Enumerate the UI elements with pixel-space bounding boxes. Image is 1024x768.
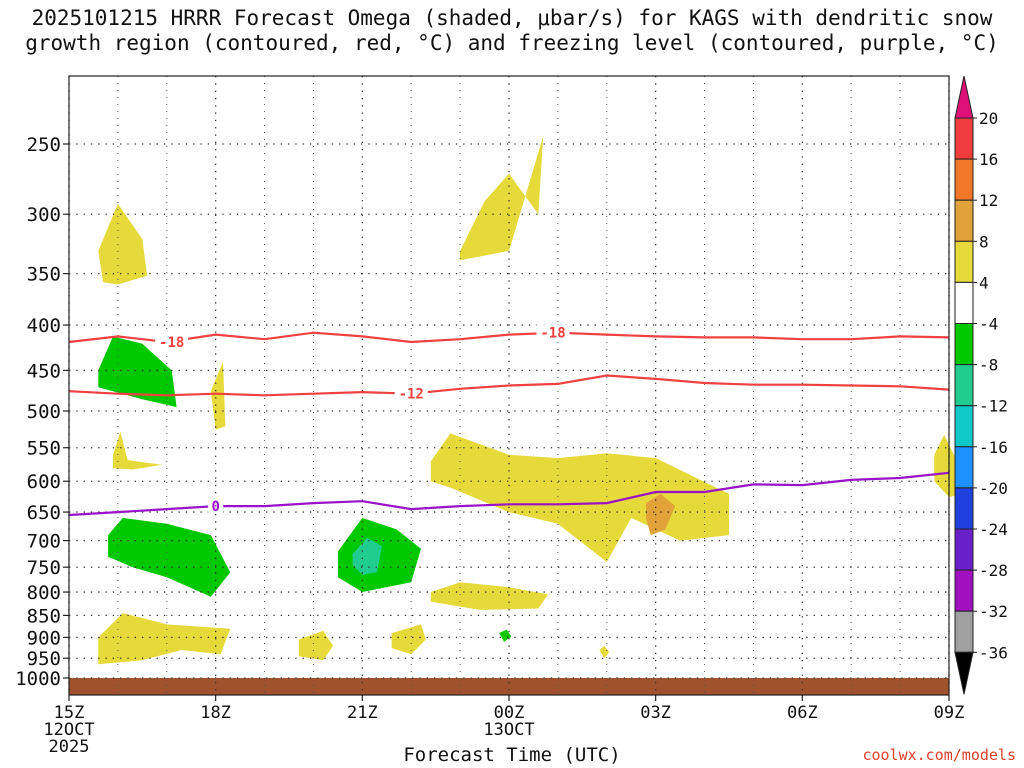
colorbar-label-11: -28 [979,561,1008,580]
region-omega-neg-1 [98,336,177,408]
region-omega-strongneg-1 [352,537,382,575]
contour-label-bg-dgz-minus12-0 [394,385,428,402]
region-omega-mod-1 [645,493,676,536]
x-tick-label-0-2: 2025 [49,737,90,757]
y-tick-label-600: 600 [27,471,61,493]
colorbar-label-10: -24 [979,520,1008,539]
contour-dgz-minus18 [68,331,950,344]
ground-strip [69,678,949,695]
y-tick-label-400: 400 [27,315,61,337]
colorbar-label-4: 4 [979,273,989,292]
credit-text: coolwx.com/models [862,746,1016,764]
region-omega-pos-8 [98,613,231,665]
colorbar-label-0: 20 [979,109,998,128]
contour-label-bg-freezing-level-0-0 [208,498,224,515]
colorbar-swatch-1 [954,158,974,201]
x-tick-label-9-1: 13OCT [483,720,534,740]
region-omega-pos-3 [210,361,226,430]
x-tick-label-18-0: 09Z [934,703,965,723]
chart-title-line-1: 2025101215 HRRR Forecast Omega (shaded, … [31,6,993,30]
colorbar-label-6: -8 [979,356,998,375]
y-tick-label-350: 350 [27,264,61,286]
y-tick-label-450: 450 [27,360,61,382]
colorbar-swatch-8 [954,446,974,489]
region-omega-neg-2 [108,517,231,597]
colorbar-label-1: 16 [979,150,998,169]
colorbar-swatch-4 [954,281,974,324]
x-tick-label-0-0: 15Z [54,703,85,723]
y-axis: 2503003504004505005506006507007508008509… [15,134,69,690]
y-tick-label-850: 850 [27,605,61,627]
contour-label-bg-dgz-minus18-1 [536,324,570,341]
contour-label-dgz-minus18-0: -18 [159,335,184,351]
contour-dgz-minus12 [68,374,950,397]
y-tick-label-700: 700 [27,531,61,553]
contour-label-dgz-minus12-0: -12 [399,387,424,403]
region-omega-pos-10 [391,624,426,655]
region-omega-pos-7 [430,582,549,610]
colorbar-swatch-3 [954,240,974,283]
contour-label-bg-dgz-minus18-0 [155,334,189,351]
region-omega-pos-9 [298,630,333,661]
colorbar-label-13: -36 [979,643,1008,662]
colorbar-bottom-arrow [954,651,974,695]
contour-label-dgz-minus18-1: -18 [540,326,565,342]
chart-title-line-2: growth region (contoured, red, °C) and f… [25,31,999,55]
colorbar-swatch-11 [954,569,974,612]
colorbar-swatch-2 [954,199,974,242]
y-tick-label-250: 250 [27,134,61,156]
region-omega-pos-1 [98,203,148,285]
colorbar-label-2: 12 [979,191,998,210]
colorbar-swatch-7 [954,405,974,448]
colorbar-label-5: -4 [979,315,998,334]
colorbar-swatch-9 [954,487,974,530]
x-tick-label-12-0: 03Z [640,703,671,723]
x-tick-label-15-0: 06Z [787,703,818,723]
x-tick-label-3-0: 18Z [200,703,231,723]
plot-frame [68,75,950,696]
x-tick-label-6-0: 21Z [347,703,378,723]
y-tick-label-750: 750 [27,557,61,579]
colorbar-top-arrow [954,75,974,119]
colorbar-swatch-10 [954,528,974,571]
region-omega-pos-4 [113,432,162,470]
y-tick-label-650: 650 [27,502,61,524]
x-tick-label-9-0: 00Z [494,703,525,723]
y-tick-label-800: 800 [27,582,61,604]
omega-shaded-regions [98,136,964,665]
region-omega-pos-2 [460,136,544,261]
colorbar-label-12: -32 [979,602,1008,621]
contour-label-freezing-level-0-0: 0 [211,499,219,515]
colorbar-swatch-5 [954,323,974,366]
colorbar-label-3: 8 [979,232,989,251]
y-tick-label-300: 300 [27,204,61,226]
x-tick-label-0-1: 12OCT [43,720,94,740]
y-tick-label-950: 950 [27,648,61,670]
colorbar-label-8: -16 [979,438,1008,457]
y-tick-label-900: 900 [27,627,61,649]
x-axis-label: Forecast Time (UTC) [403,744,621,766]
y-tick-label-550: 550 [27,438,61,460]
contour-lines: -18 -18 -12 0 [68,324,950,517]
colorbar-swatch-0 [954,117,974,160]
chart-title: 2025101215 HRRR Forecast Omega (shaded, … [0,6,1024,56]
colorbar-label-9: -20 [979,479,1008,498]
region-omega-pos-5 [430,433,729,562]
y-tick-label-500: 500 [27,401,61,423]
ground-layer [69,678,949,695]
region-omega-pos-11 [599,645,610,659]
colorbar-label-7: -12 [979,397,1008,416]
colorbar-swatch-12 [954,610,974,653]
colorbar-swatch-6 [954,364,974,407]
colorbar: 20 16 12 8 4 -4 -8 -12 -16 -20 -24 -28 -32 -36 [954,75,1008,695]
y-tick-label-1000: 1000 [15,668,61,690]
